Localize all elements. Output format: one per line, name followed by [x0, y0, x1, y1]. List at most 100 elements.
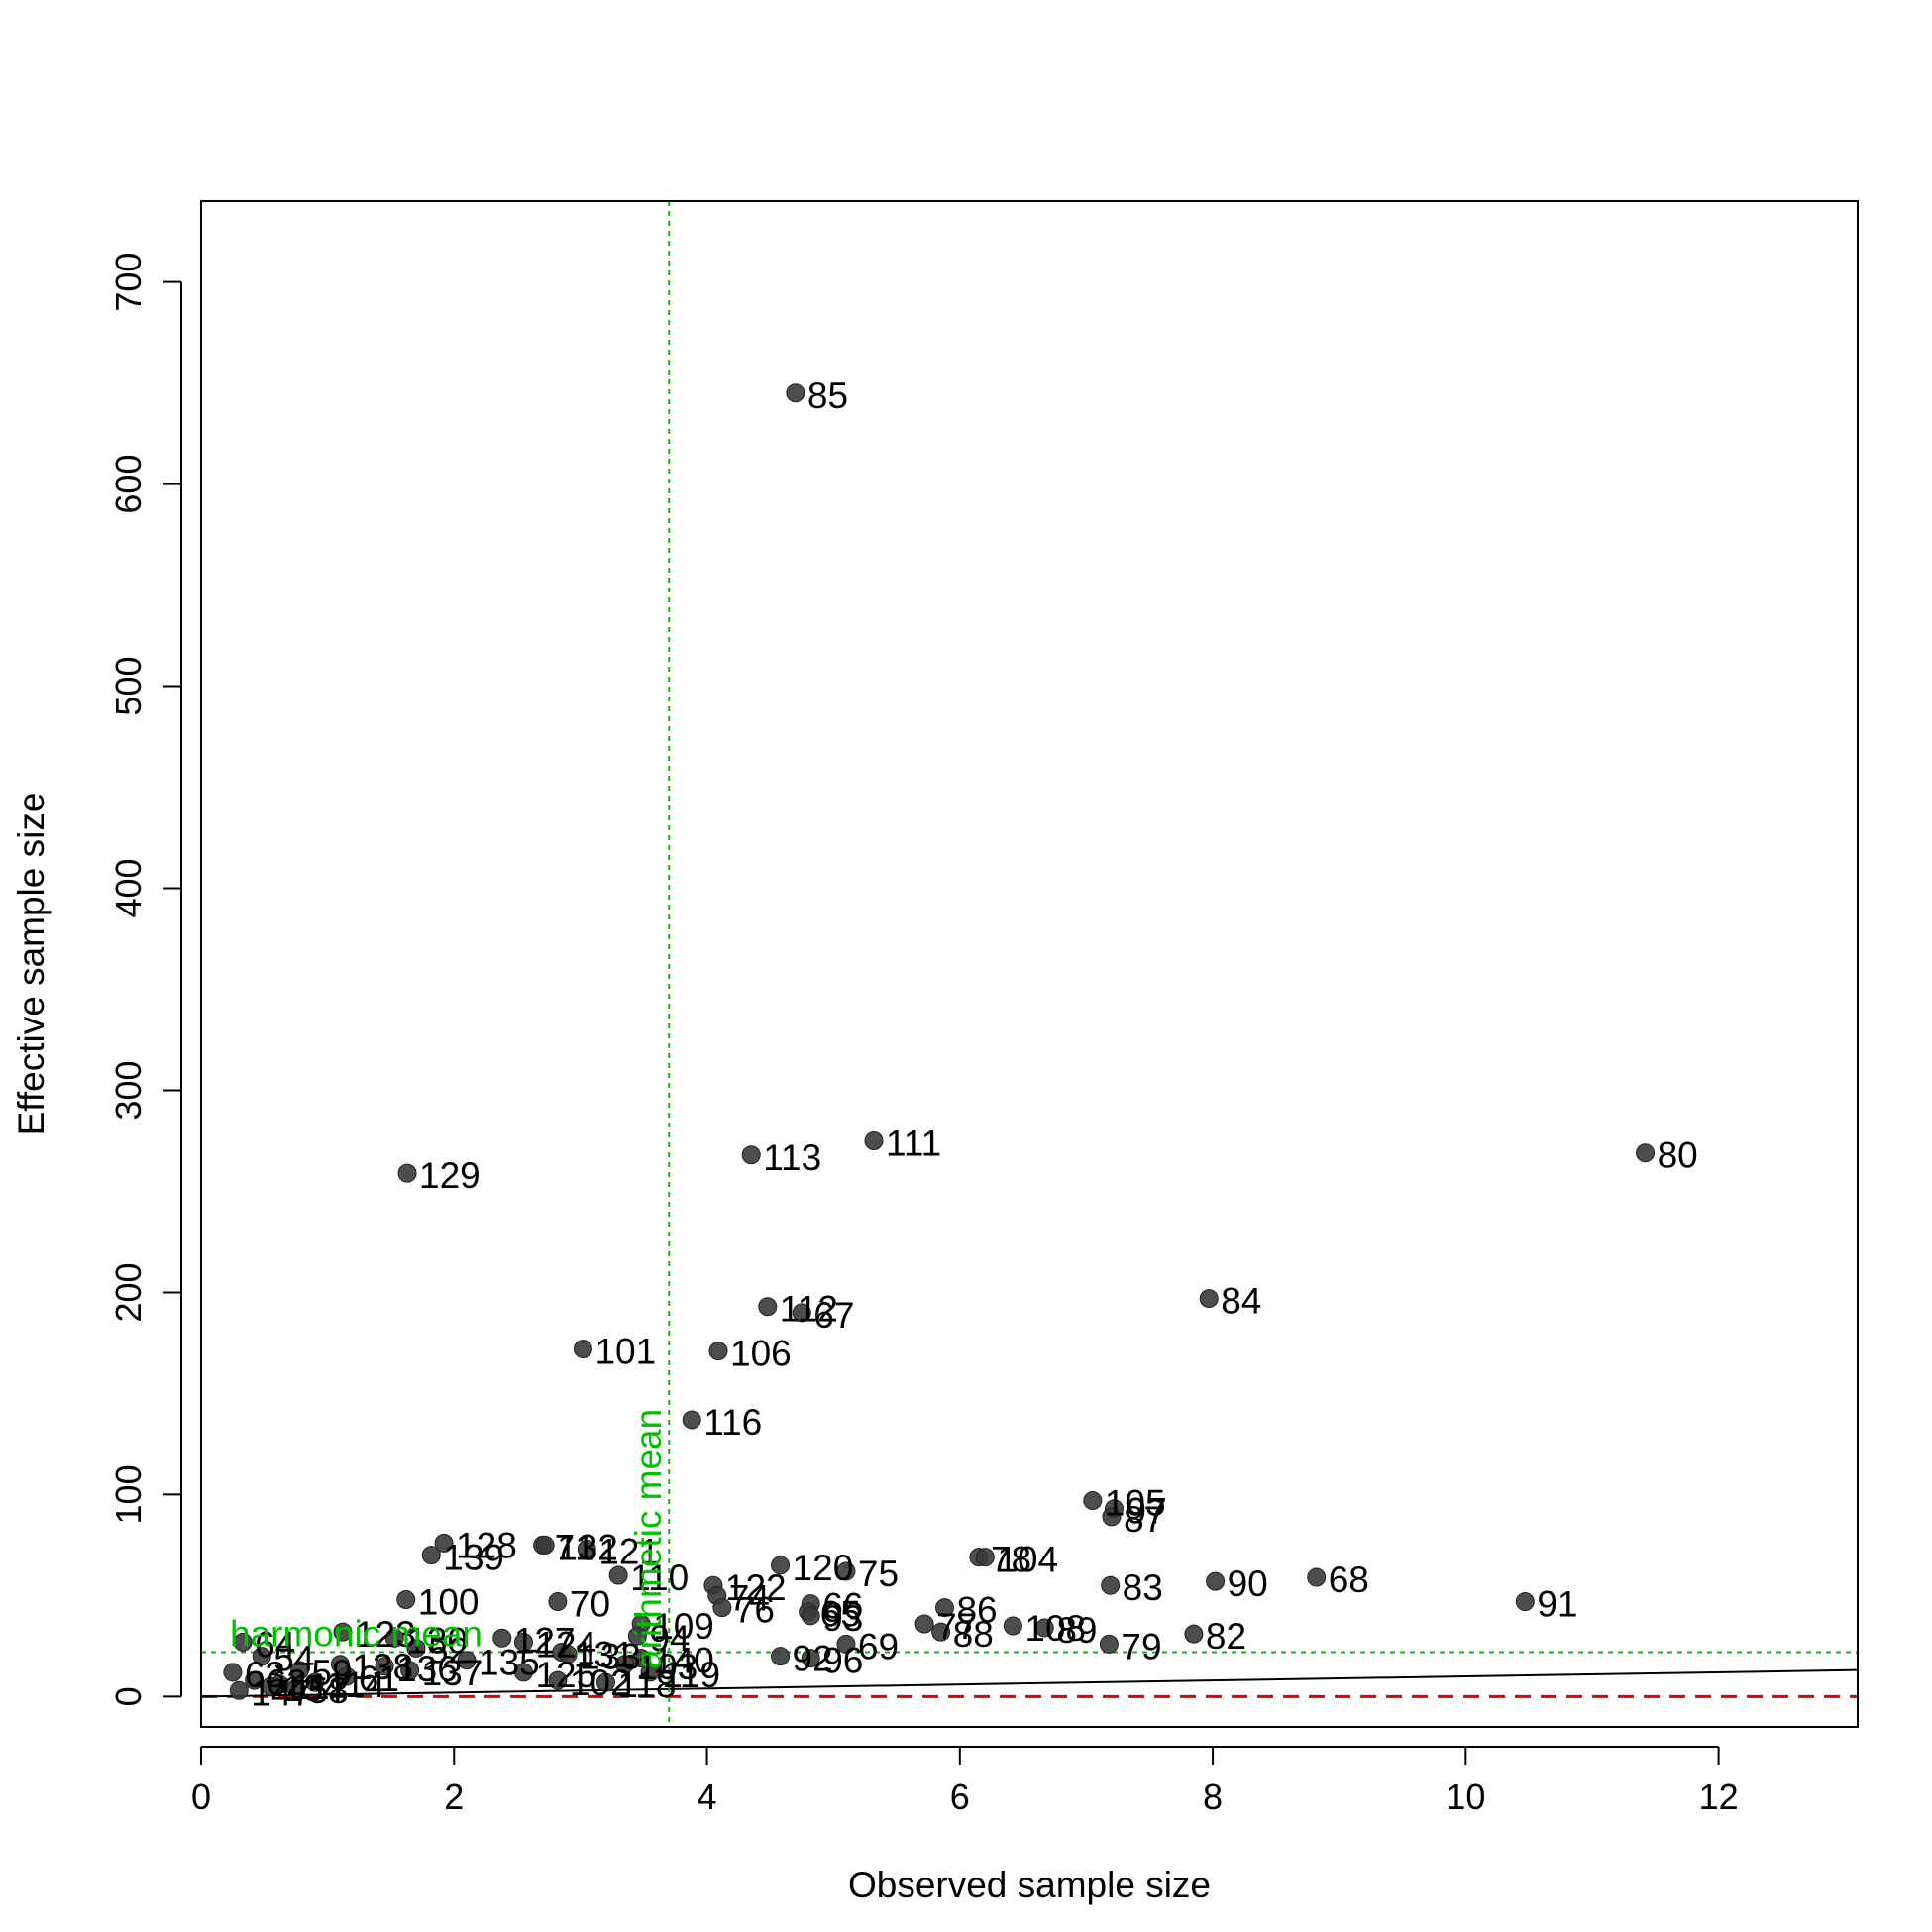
point-label: 139 [443, 1538, 504, 1578]
point-label: 106 [730, 1334, 792, 1374]
point-label: 97 [1127, 1491, 1167, 1532]
data-point [1307, 1567, 1327, 1587]
x-tick-label: 12 [1699, 1776, 1739, 1817]
data-point [434, 1533, 454, 1553]
point-label: 123 [355, 1614, 416, 1655]
data-point [608, 1565, 628, 1585]
point-label: 112 [780, 1289, 838, 1330]
data-point [245, 1670, 265, 1690]
point-label: 101 [594, 1332, 656, 1372]
point-label: 119 [662, 1655, 720, 1695]
data-point [712, 1598, 732, 1618]
point-label: 94 [649, 1618, 690, 1659]
plot-frame [200, 200, 1859, 1728]
point-label: 86 [956, 1590, 997, 1631]
y-tick-label: 300 [108, 1060, 149, 1120]
data-point [627, 1626, 647, 1646]
data-point [457, 1651, 477, 1670]
point-label: 79 [1121, 1626, 1161, 1666]
point-label: 138 [352, 1647, 413, 1687]
point-label: 104 [997, 1540, 1058, 1580]
arithmetic-mean-label: arithmetic mean [628, 1409, 669, 1669]
data-point [577, 1540, 596, 1559]
data-point [931, 1622, 951, 1642]
y-tick-label: 400 [108, 858, 149, 917]
data-point [708, 1342, 728, 1361]
point-label: 70 [570, 1584, 610, 1625]
y-tick-label: 500 [108, 656, 149, 715]
data-point [548, 1670, 568, 1690]
point-label: 80 [1658, 1135, 1698, 1176]
y-tick-label: 200 [108, 1262, 149, 1322]
data-point [558, 1645, 578, 1664]
point-label: 63 [245, 1655, 285, 1695]
point-label: 84 [1221, 1281, 1261, 1322]
data-point [1199, 1289, 1219, 1309]
data-point [631, 1649, 651, 1668]
point-label: 90 [1228, 1563, 1268, 1604]
data-point [1099, 1634, 1119, 1654]
data-point [864, 1130, 884, 1150]
point-label: 88 [953, 1614, 994, 1655]
data-point [305, 1672, 325, 1692]
data-point [400, 1661, 420, 1680]
data-point [758, 1297, 778, 1317]
point-label: 125 [535, 1655, 596, 1695]
point-label: 108 [1024, 1608, 1086, 1649]
point-label: 93 [822, 1598, 863, 1639]
data-point [397, 1163, 417, 1183]
data-point [934, 1598, 954, 1618]
data-point [513, 1632, 533, 1652]
x-tick-label: 6 [950, 1776, 970, 1817]
data-point [1034, 1618, 1054, 1638]
data-point [1515, 1592, 1535, 1612]
data-point [396, 1589, 416, 1609]
data-point [1003, 1616, 1022, 1636]
point-label: 132 [557, 1527, 618, 1567]
data-point [741, 1145, 761, 1165]
point-label: 69 [858, 1626, 899, 1666]
data-point [682, 1410, 701, 1430]
identity-line [201, 1668, 1858, 1698]
point-label: 82 [1206, 1616, 1246, 1657]
point-label: 102 [570, 1663, 631, 1703]
data-point [223, 1663, 243, 1682]
point-label: 134 [282, 1668, 344, 1709]
point-label: 68 [1329, 1559, 1369, 1600]
point-label: 54 [273, 1639, 314, 1679]
y-tick-label: 100 [108, 1464, 149, 1524]
point-label: 89 [1056, 1610, 1097, 1651]
data-point [1184, 1624, 1204, 1644]
point-label: 118 [617, 1664, 676, 1705]
x-tick-label: 8 [1203, 1776, 1223, 1817]
point-label: 127 [514, 1620, 576, 1661]
data-point [836, 1561, 856, 1581]
point-label: 83 [1123, 1567, 1163, 1608]
data-point [801, 1606, 820, 1626]
point-label: 74 [729, 1577, 770, 1618]
data-point [375, 1657, 394, 1676]
y-axis-title: Effective sample size [11, 793, 52, 1136]
data-point [836, 1634, 856, 1654]
x-axis-title: Observed sample size [848, 1865, 1211, 1905]
point-label: 77 [936, 1606, 977, 1647]
point-label: 64 [255, 1624, 295, 1664]
data-point [406, 1638, 426, 1658]
point-label: 116 [703, 1402, 762, 1443]
point-label: 137 [422, 1653, 483, 1693]
point-label: 78 [991, 1540, 1031, 1580]
point-label: 59 [312, 1653, 353, 1693]
y-tick-label: 700 [108, 253, 149, 312]
data-point [548, 1592, 568, 1612]
y-tick-label: 600 [108, 455, 149, 514]
data-point [771, 1647, 791, 1666]
data-point [421, 1546, 441, 1565]
point-label: 130 [406, 1620, 468, 1661]
x-tick-label: 0 [191, 1776, 211, 1817]
point-label: 140 [653, 1641, 714, 1681]
point-label: 131 [574, 1635, 635, 1675]
point-label: 147 [251, 1672, 312, 1713]
data-point [513, 1663, 533, 1682]
